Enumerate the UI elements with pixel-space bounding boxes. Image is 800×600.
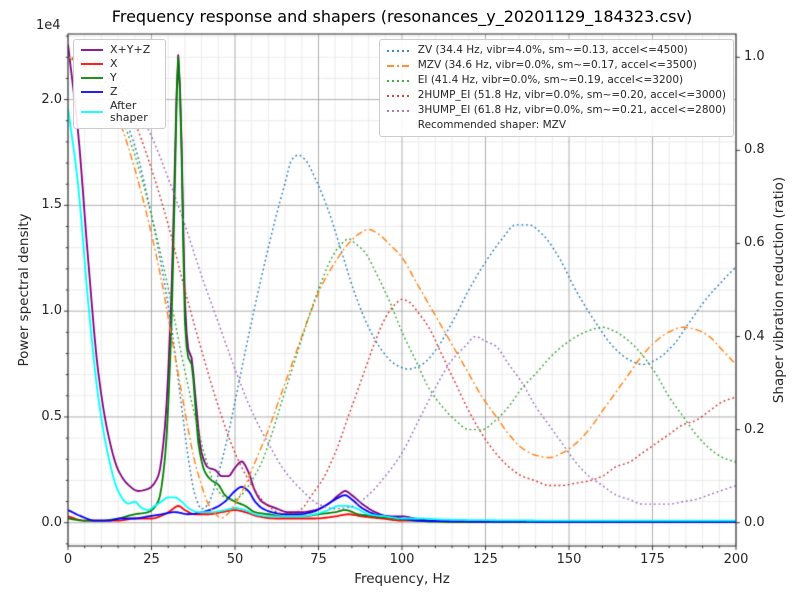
legend-label: 2HUMP_EI (51.8 Hz, vibr=0.0%, sm~=0.20, … bbox=[417, 89, 726, 101]
legend-item-z: Z bbox=[80, 86, 158, 98]
legend-label: X bbox=[110, 57, 118, 70]
legend-dashed-line-sample bbox=[386, 109, 411, 112]
legend-item-y: Y bbox=[80, 72, 158, 84]
left-y-tick-label: 0.0 bbox=[41, 514, 62, 530]
right-y-tick-label: 0.0 bbox=[744, 514, 765, 530]
legend-item-x-y-z: X+Y+Z bbox=[80, 44, 158, 56]
x-tick-label: 0 bbox=[63, 552, 73, 567]
legend-label: Z bbox=[110, 85, 118, 98]
legend-line-sample bbox=[81, 63, 103, 65]
legend-line-sample bbox=[81, 49, 103, 51]
recommended-shaper-note: Recommended shaper: MZV bbox=[386, 119, 726, 132]
legend-dashed-line-sample bbox=[386, 94, 411, 97]
right-y-tick-label: 0.2 bbox=[744, 421, 765, 437]
right-y-tick-label: 1.0 bbox=[744, 49, 765, 65]
legend-item-x: X bbox=[80, 58, 158, 70]
chart-title: Frequency response and shapers (resonanc… bbox=[111, 7, 693, 26]
x-tick-label: 125 bbox=[473, 552, 498, 567]
legend-label: X+Y+Z bbox=[110, 43, 151, 56]
right-y-tick-label: 0.4 bbox=[744, 328, 765, 344]
x-tick-label: 100 bbox=[389, 552, 415, 567]
legend-item-after-shaper: After shaper bbox=[80, 100, 158, 124]
right-y-tick-label: 0.6 bbox=[744, 235, 765, 251]
x-tick-label: 200 bbox=[723, 552, 749, 567]
legend-line-sample bbox=[81, 91, 103, 93]
x-tick-label: 175 bbox=[640, 552, 665, 567]
legend-item-ei: EI (41.4 Hz, vibr=0.0%, sm~=0.19, accel<… bbox=[386, 74, 726, 87]
legend-item-mzv: MZV (34.6 Hz, vibr=0.0%, sm~=0.17, accel… bbox=[386, 59, 726, 72]
left-y-tick-label: 1.0 bbox=[41, 303, 62, 319]
legend-label: EI (41.4 Hz, vibr=0.0%, sm~=0.19, accel<… bbox=[417, 74, 684, 86]
legend-item-2hump-ei: 2HUMP_EI (51.8 Hz, vibr=0.0%, sm~=0.20, … bbox=[386, 89, 726, 102]
legend-item-zv: ZV (34.4 Hz, vibr=4.0%, sm~=0.13, accel<… bbox=[386, 44, 726, 57]
legend-label: Y bbox=[110, 71, 117, 84]
x-tick-label: 75 bbox=[310, 552, 327, 567]
legend-label: Recommended shaper: MZV bbox=[417, 119, 567, 131]
legend-line-sample bbox=[386, 121, 412, 131]
legend-label: 3HUMP_EI (61.8 Hz, vibr=0.0%, sm~=0.21, … bbox=[417, 104, 726, 116]
legend-dashed-line-sample bbox=[386, 64, 411, 67]
legend-dashed-line-sample bbox=[386, 79, 411, 82]
legend-line-sample bbox=[81, 111, 103, 113]
legend-item-3hump-ei: 3HUMP_EI (61.8 Hz, vibr=0.0%, sm~=0.21, … bbox=[386, 104, 726, 117]
x-tick-label: 25 bbox=[143, 552, 160, 567]
legend-label: ZV (34.4 Hz, vibr=4.0%, sm~=0.13, accel<… bbox=[417, 44, 688, 56]
x-tick-label: 50 bbox=[226, 552, 244, 567]
legend-psd: X+Y+Z X Y Z After shaper bbox=[73, 39, 166, 129]
legend-line-sample bbox=[81, 77, 103, 79]
legend-label: After shaper bbox=[110, 99, 148, 124]
left-y-tick-label: 1.5 bbox=[41, 197, 62, 213]
legend-dashed-line-sample bbox=[386, 49, 411, 52]
legend-label: MZV (34.6 Hz, vibr=0.0%, sm~=0.17, accel… bbox=[417, 59, 697, 71]
left-axis-scale-offset: 1e4 bbox=[36, 18, 61, 33]
right-y-tick-label: 0.8 bbox=[744, 142, 765, 158]
left-y-axis-label: Power spectral density bbox=[16, 213, 32, 367]
x-axis-label: Frequency, Hz bbox=[354, 571, 450, 587]
left-y-tick-label: 2.0 bbox=[41, 91, 62, 107]
left-y-tick-label: 0.5 bbox=[41, 408, 62, 424]
legend-shapers: ZV (34.4 Hz, vibr=4.0%, sm~=0.13, accel<… bbox=[378, 39, 734, 137]
right-y-axis-label: Shaper vibration reduction (ratio) bbox=[771, 176, 787, 404]
x-tick-label: 150 bbox=[556, 552, 582, 567]
